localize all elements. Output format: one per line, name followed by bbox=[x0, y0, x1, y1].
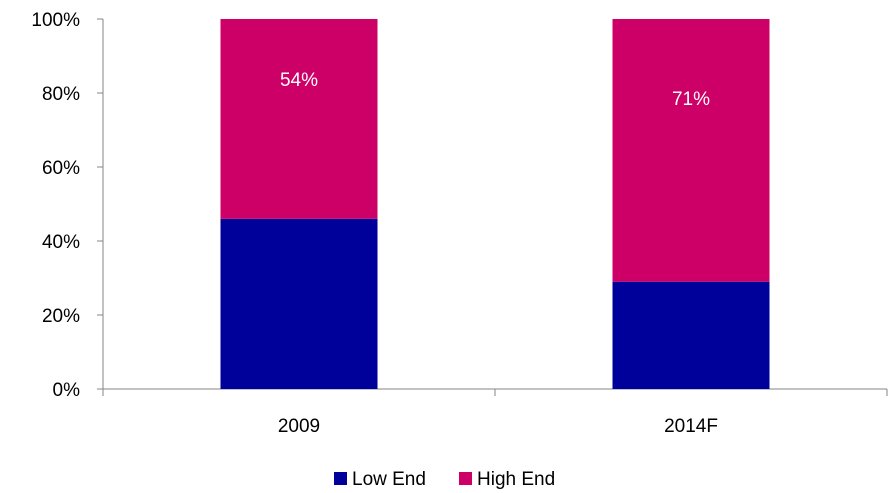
data-labels: 54% 71% bbox=[280, 70, 710, 110]
y-tick-label: 80% bbox=[42, 84, 80, 105]
x-axis: 2009 2014F bbox=[102, 388, 888, 437]
bars bbox=[220, 19, 770, 389]
y-axis: 0% 20% 40% 60% 80% 100% bbox=[31, 10, 104, 401]
x-category-label: 2009 bbox=[278, 416, 320, 437]
x-category-label: 2014F bbox=[664, 416, 718, 437]
y-tick-label: 100% bbox=[31, 10, 80, 31]
y-tick-label: 20% bbox=[42, 306, 80, 327]
y-tick-label: 60% bbox=[42, 158, 80, 179]
legend-swatch-high-end bbox=[459, 472, 472, 485]
data-label: 54% bbox=[280, 70, 318, 91]
y-tick-label: 0% bbox=[53, 380, 81, 401]
data-label: 71% bbox=[672, 89, 710, 110]
legend-swatch-low-end bbox=[334, 472, 347, 485]
bar-high-end bbox=[220, 19, 378, 219]
legend-label-low-end: Low End bbox=[352, 469, 426, 490]
legend-label-high-end: High End bbox=[477, 469, 555, 490]
legend: Low End High End bbox=[334, 469, 555, 490]
bar-low-end bbox=[220, 218, 378, 389]
y-tick-label: 40% bbox=[42, 232, 80, 253]
bar-high-end bbox=[612, 19, 770, 282]
bar-low-end bbox=[612, 281, 770, 389]
